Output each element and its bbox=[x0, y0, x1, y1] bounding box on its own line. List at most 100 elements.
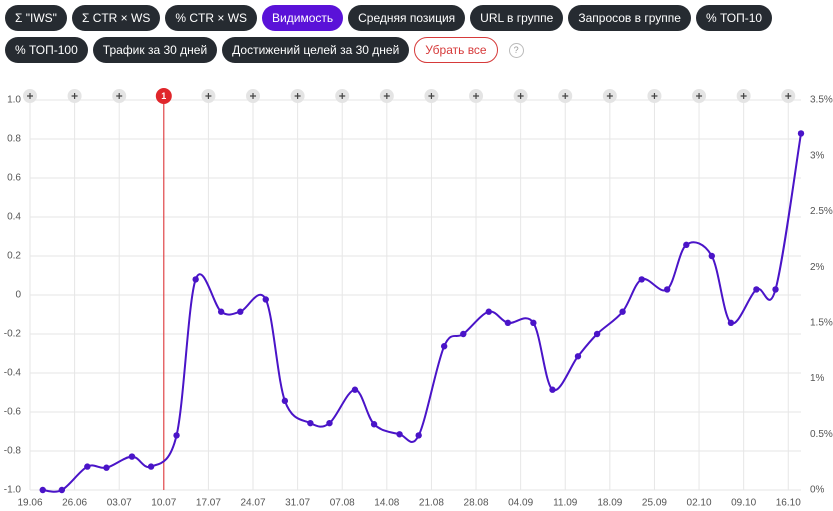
data-point bbox=[351, 386, 359, 393]
filter-button[interactable]: Средняя позиция bbox=[348, 5, 466, 31]
y2-tick-label: 1% bbox=[810, 373, 825, 384]
y2-tick-label: 2% bbox=[810, 262, 825, 273]
plus-icon bbox=[785, 93, 792, 99]
plus-icon bbox=[205, 93, 212, 99]
plus-icon bbox=[116, 93, 123, 99]
y2-tick-label: 3% bbox=[810, 150, 825, 161]
y-tick-label: -0.8 bbox=[4, 446, 22, 457]
plus-icon bbox=[428, 93, 435, 99]
y-tick-label: 0.4 bbox=[7, 212, 21, 223]
data-point bbox=[593, 330, 601, 338]
data-point bbox=[663, 286, 671, 293]
data-point bbox=[574, 353, 582, 360]
plus-icon bbox=[562, 93, 569, 99]
x-tick-label: 07.08 bbox=[330, 498, 355, 509]
data-point bbox=[237, 308, 244, 315]
filter-button[interactable]: % CTR × WS bbox=[165, 5, 258, 31]
data-point bbox=[262, 296, 269, 303]
plus-icon bbox=[250, 93, 257, 99]
help-icon[interactable]: ? bbox=[508, 42, 524, 58]
x-tick-label: 21.08 bbox=[419, 498, 444, 509]
data-point bbox=[504, 319, 512, 327]
data-point bbox=[326, 419, 333, 427]
filter-button[interactable]: Запросов в группе bbox=[568, 5, 691, 31]
series-line bbox=[42, 133, 802, 493]
data-point bbox=[281, 397, 289, 405]
y-tick-label: -1.0 bbox=[4, 485, 22, 496]
filter-button[interactable]: Σ CTR × WS bbox=[71, 5, 161, 31]
data-point bbox=[753, 286, 760, 293]
data-point bbox=[39, 486, 46, 494]
y-tick-label: 0.2 bbox=[7, 251, 21, 262]
data-point bbox=[396, 431, 403, 438]
data-point bbox=[638, 276, 645, 283]
x-tick-label: 03.07 bbox=[107, 498, 132, 509]
plus-icon bbox=[27, 93, 33, 99]
x-tick-label: 18.09 bbox=[597, 498, 622, 509]
plus-icon bbox=[71, 93, 78, 99]
x-tick-label: 26.06 bbox=[62, 498, 87, 509]
y2-tick-label: 2.5% bbox=[810, 206, 833, 217]
annotation-marker bbox=[155, 88, 172, 104]
data-point bbox=[440, 343, 448, 350]
data-point bbox=[415, 432, 422, 439]
data-point bbox=[58, 486, 66, 494]
data-point bbox=[217, 308, 225, 315]
y-tick-label: -0.6 bbox=[4, 407, 22, 418]
data-point bbox=[128, 453, 136, 460]
filter-button[interactable]: Трафик за 30 дней bbox=[92, 37, 218, 63]
data-point bbox=[307, 419, 314, 427]
plus-icon bbox=[517, 93, 524, 99]
y-tick-label: -0.4 bbox=[4, 368, 22, 379]
data-point bbox=[173, 432, 180, 439]
x-tick-label: 28.08 bbox=[464, 498, 489, 509]
y2-tick-label: 1.5% bbox=[810, 317, 833, 328]
filter-button[interactable]: URL в группе bbox=[470, 5, 564, 31]
x-tick-label: 11.09 bbox=[553, 498, 578, 509]
y-tick-label: 0 bbox=[15, 290, 21, 301]
y-tick-label: 1.0 bbox=[7, 95, 21, 106]
y-tick-label: 0.6 bbox=[7, 173, 21, 184]
data-point bbox=[530, 319, 537, 327]
y2-tick-label: 3.5% bbox=[810, 95, 833, 106]
x-tick-label: 19.06 bbox=[17, 498, 42, 509]
filter-button[interactable]: % ТОП-100 bbox=[5, 37, 88, 63]
clear-button[interactable]: Убрать все bbox=[414, 37, 498, 63]
x-tick-label: 04.09 bbox=[508, 498, 533, 509]
plus-icon bbox=[606, 93, 613, 99]
y2-tick-label: 0% bbox=[810, 485, 825, 496]
plus-icon bbox=[294, 93, 301, 99]
x-tick-label: 02.10 bbox=[687, 498, 712, 509]
x-tick-label: 14.08 bbox=[374, 498, 399, 509]
data-point bbox=[549, 386, 556, 393]
data-point bbox=[485, 308, 492, 315]
data-point bbox=[84, 463, 91, 470]
plus-icon bbox=[383, 93, 390, 99]
data-point bbox=[797, 130, 805, 137]
plus-icon bbox=[473, 93, 480, 99]
filter-button[interactable]: Видимость bbox=[262, 5, 344, 31]
data-point bbox=[772, 286, 779, 293]
filter-bar: Σ "IWS" Σ CTR × WS% CTR × WS Видимость Сред… bbox=[5, 5, 805, 63]
data-point bbox=[192, 276, 199, 283]
x-tick-label: 31.07 bbox=[285, 498, 310, 509]
filter-button[interactable]: % ТОП-10 bbox=[695, 5, 773, 31]
plus-icon bbox=[651, 93, 658, 99]
x-tick-label: 16.10 bbox=[776, 498, 801, 509]
data-point bbox=[708, 252, 715, 260]
filter-button[interactable]: Σ "IWS" bbox=[5, 5, 67, 31]
plus-icon bbox=[339, 93, 346, 99]
x-tick-label: 17.07 bbox=[196, 498, 221, 509]
annotation-label: 1 bbox=[161, 91, 166, 101]
data-point bbox=[103, 464, 110, 471]
filter-button[interactable]: Достижений целей за 30 дней bbox=[222, 37, 410, 63]
data-point bbox=[727, 319, 735, 327]
data-point bbox=[370, 421, 378, 428]
y2-tick-label: 0.5% bbox=[810, 429, 833, 440]
x-tick-label: 10.07 bbox=[151, 498, 176, 509]
plus-icon bbox=[740, 93, 747, 99]
data-point bbox=[460, 330, 467, 338]
x-tick-label: 25.09 bbox=[642, 498, 667, 509]
